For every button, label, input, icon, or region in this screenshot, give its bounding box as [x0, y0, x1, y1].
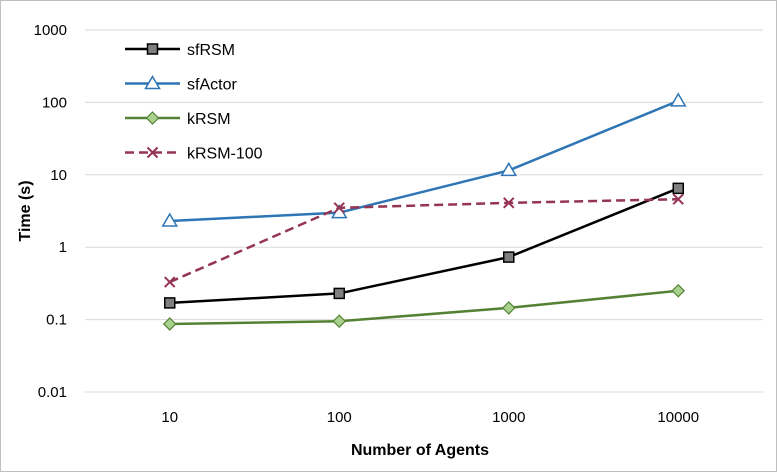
- legend-label: sfActor: [187, 77, 237, 94]
- data-point: [146, 146, 159, 159]
- y-tick-label: 0.01: [38, 384, 67, 401]
- series-line: [169, 187, 679, 305]
- y-tick-label: 100: [42, 94, 67, 111]
- y-tick-label: 1: [59, 239, 67, 256]
- legend-item: kRSM: [125, 111, 231, 128]
- data-point: [161, 212, 179, 227]
- x-tick-label: 100: [327, 409, 352, 426]
- data-point: [332, 314, 347, 329]
- series-line: [169, 99, 679, 223]
- series-sfactor: [161, 92, 687, 227]
- series-lines: [161, 92, 687, 331]
- y-tick-label: 10: [50, 167, 67, 184]
- series-krsm-100: [164, 193, 684, 288]
- legend-label: sfRSM: [187, 42, 235, 59]
- data-point: [164, 297, 176, 309]
- data-point-stroke: [333, 202, 345, 214]
- legend-label: kRSM-100: [187, 146, 263, 163]
- x-tick-label: 10: [161, 409, 178, 426]
- data-point: [333, 287, 345, 300]
- data-point: [333, 202, 345, 214]
- data-point: [672, 193, 684, 205]
- data-point-stroke: [146, 146, 159, 159]
- data-point: [500, 161, 518, 177]
- legend-label: kRSM: [187, 111, 231, 128]
- data-point-stroke: [672, 193, 684, 205]
- y-axis-title: Time (s): [17, 180, 34, 241]
- data-point: [146, 43, 159, 55]
- data-point: [501, 301, 516, 315]
- data-point: [669, 92, 687, 107]
- data-point: [162, 317, 177, 331]
- data-point: [164, 276, 176, 288]
- y-tick-label: 1000: [34, 22, 67, 39]
- series-krsm: [162, 283, 686, 331]
- legend-item: kRSM-100: [125, 146, 263, 163]
- data-point-stroke: [503, 197, 515, 209]
- data-point: [503, 197, 515, 209]
- series-line: [169, 197, 679, 284]
- data-point: [503, 251, 515, 263]
- series-sfrsm: [164, 182, 684, 309]
- gridlines: [85, 29, 763, 393]
- data-point: [145, 111, 160, 125]
- data-point: [144, 75, 161, 90]
- x-tick-label: 1000: [492, 409, 525, 426]
- data-point: [672, 182, 684, 195]
- y-axis-ticks: 0.01 0.1 1 10 100 1000: [34, 22, 67, 401]
- legend-item: sfActor: [125, 75, 237, 94]
- y-tick-label: 0.1: [46, 312, 67, 329]
- legend-item: sfRSM: [125, 42, 235, 59]
- legend: sfRSM sfActor kRSM kRSM-100: [125, 42, 263, 163]
- x-tick-label: 10000: [657, 409, 699, 426]
- series-line: [169, 289, 679, 326]
- x-axis-ticks: 10 100 1000 10000: [161, 409, 699, 426]
- x-axis-title: Number of Agents: [351, 442, 489, 459]
- data-point: [671, 283, 686, 298]
- data-point-stroke: [164, 276, 176, 288]
